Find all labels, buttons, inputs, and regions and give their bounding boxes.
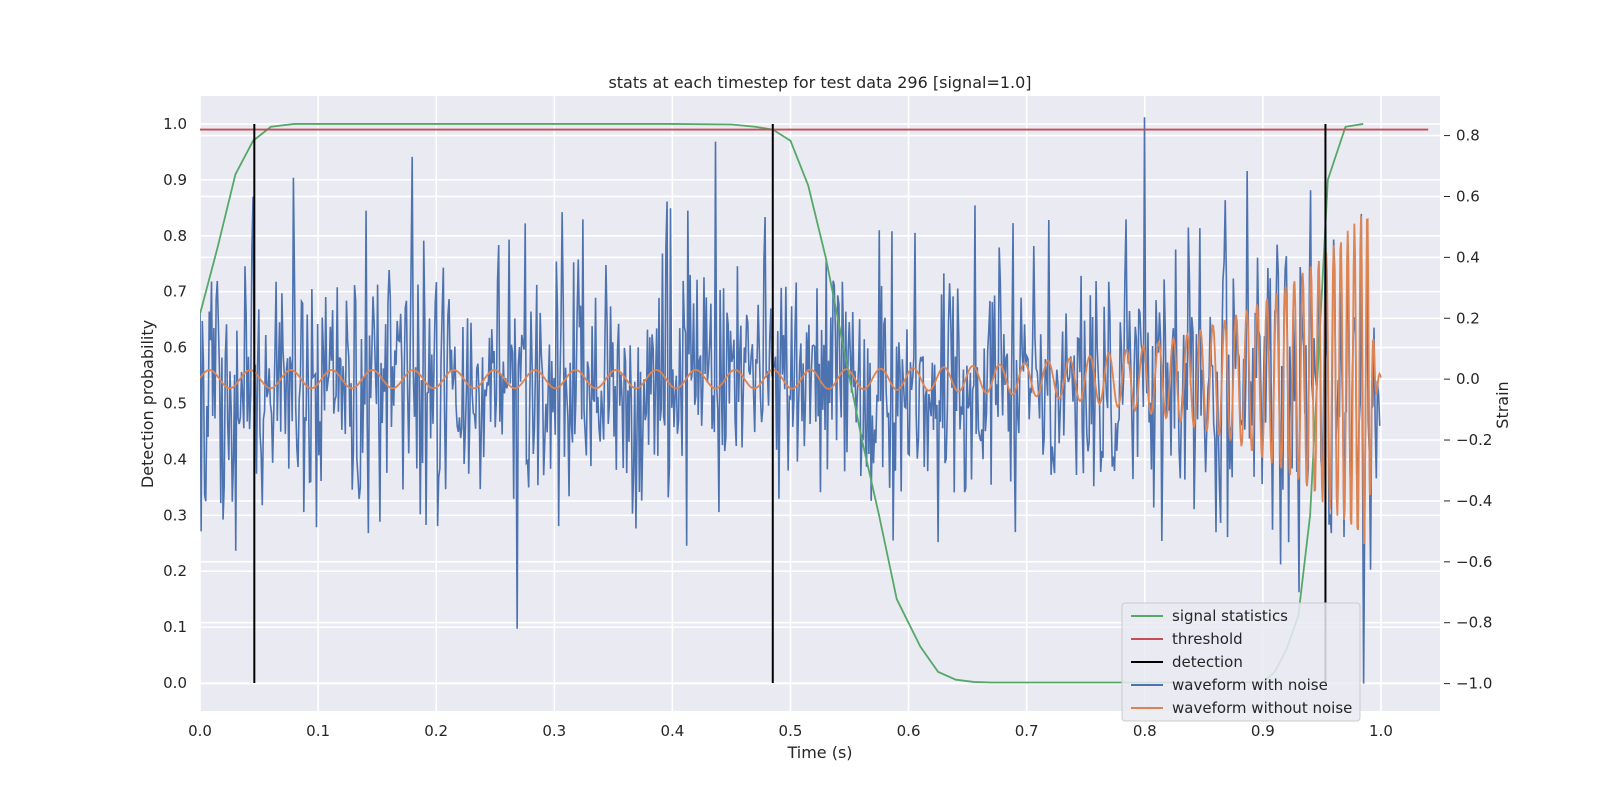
y-right-tick-label: −0.8	[1456, 614, 1492, 632]
y-left-tick-label: 0.2	[163, 562, 187, 580]
legend: signal statistics threshold detection wa…	[1121, 602, 1361, 722]
y-left-tick-label: 0.3	[163, 506, 187, 524]
x-tick-label: 0.1	[306, 722, 330, 740]
x-tick-label: 0.0	[188, 722, 212, 740]
y-left-tick-label: 1.0	[163, 115, 187, 133]
series-waveform-without-noise	[200, 215, 1382, 544]
legend-label-signal-statistics: signal statistics	[1172, 607, 1288, 625]
x-tick-label: 0.7	[1015, 722, 1039, 740]
x-axis-label: Time (s)	[786, 743, 852, 762]
y-right-tick-label: −0.4	[1456, 492, 1492, 510]
y-left-tick-label: 0.1	[163, 618, 187, 636]
y-axis-left-label: Detection probability	[138, 320, 157, 488]
y-right-tick-label: 0.4	[1456, 248, 1480, 266]
y-axis-right-label: Strain	[1493, 381, 1512, 428]
y-right-tick-label: 0.2	[1456, 309, 1480, 327]
x-tick-label: 0.2	[424, 722, 448, 740]
legend-label-detection: detection	[1172, 653, 1243, 671]
chart-title: stats at each timestep for test data 296…	[608, 73, 1031, 92]
y-left-tick-label: 0.4	[163, 450, 187, 468]
y-left-tick-label: 0.7	[163, 283, 187, 301]
x-tick-label: 0.8	[1133, 722, 1157, 740]
x-tick-label: 0.9	[1251, 722, 1275, 740]
y-left-tick-label: 0.6	[163, 339, 187, 357]
y-axis-left: 0.0 0.1 0.2 0.3 0.4 0.5 0.6 0.7 0.8 0.9 1.0	[163, 115, 187, 692]
x-tick-label: 0.5	[779, 722, 803, 740]
y-left-tick-label: 0.8	[163, 227, 187, 245]
legend-label-threshold: threshold	[1172, 630, 1243, 648]
y-right-tick-label: 0.8	[1456, 127, 1480, 145]
y-right-tick-label: 0.6	[1456, 187, 1480, 205]
y-right-tick-label: −0.6	[1456, 553, 1492, 571]
legend-label-waveform-without-noise: waveform without noise	[1172, 699, 1352, 717]
y-right-tick-label: −1.0	[1456, 675, 1492, 693]
legend-box	[1121, 602, 1361, 722]
x-tick-label: 0.6	[897, 722, 921, 740]
x-tick-label: 1.0	[1369, 722, 1393, 740]
y-left-tick-label: 0.5	[163, 395, 187, 413]
y-left-tick-label: 0.9	[163, 171, 187, 189]
y-left-tick-label: 0.0	[163, 674, 187, 692]
y-right-tick-label: −0.2	[1456, 431, 1492, 449]
legend-label-waveform-with-noise: waveform with noise	[1172, 676, 1328, 694]
series-waveform-with-noise	[200, 117, 1381, 684]
x-axis: 0.0 0.1 0.2 0.3 0.4 0.5 0.6 0.7 0.8 0.9 1.0	[188, 722, 1393, 740]
x-tick-label: 0.3	[542, 722, 566, 740]
y-right-tick-label: 0.0	[1456, 370, 1480, 388]
y-axis-right: −1.0 −0.8 −0.6 −0.4 −0.2 0.0 0.2 0.4 0.6 0.8	[1444, 127, 1492, 693]
x-tick-label: 0.4	[660, 722, 684, 740]
